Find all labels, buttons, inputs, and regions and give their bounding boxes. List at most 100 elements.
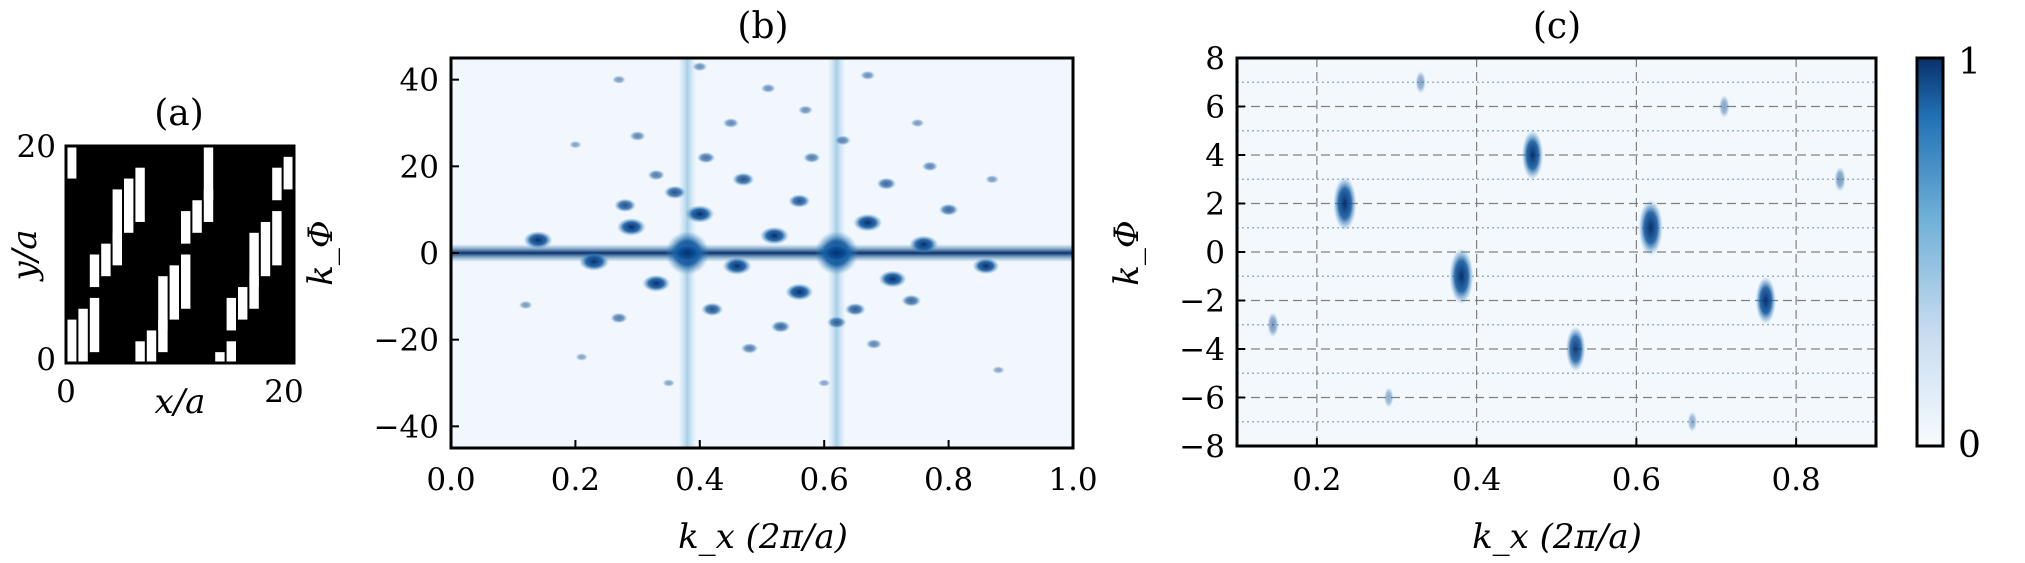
peak-point: [921, 161, 938, 172]
peak-point: [878, 270, 907, 288]
peak-point: [985, 175, 999, 184]
stripe-cell: [226, 341, 236, 363]
panel-a-frame: [64, 144, 296, 365]
peak-point: [647, 169, 665, 181]
peak-point: [664, 185, 686, 200]
stripe-cell: [101, 243, 111, 277]
peak-point: [740, 343, 759, 354]
y-tick-label: 40: [400, 63, 439, 99]
stripe-cell: [169, 265, 179, 320]
stripe-cell: [238, 287, 248, 320]
colorbar: 1 0: [1915, 42, 1981, 466]
panel-b-title: (b): [737, 6, 788, 47]
peak-point: [821, 243, 853, 263]
stripe-cell: [124, 178, 134, 233]
peak-point: [992, 366, 1005, 374]
stripe-cell: [181, 254, 191, 309]
peak-point: [1755, 276, 1776, 325]
colorbar-gradient: [1915, 56, 1945, 448]
x-tick-label: 0.2: [551, 462, 600, 498]
peak-point: [938, 203, 959, 216]
peak-point: [1449, 248, 1474, 305]
panel-b: (b) 0.0 0.2 0.4 0.6 0.8 1.0 −40 −20 0 20 40 k_x (2…: [301, 6, 1098, 557]
y-tick-label: −8: [1179, 429, 1225, 465]
peak-point: [770, 320, 791, 333]
stripe-cell: [283, 156, 293, 190]
peak-point: [610, 312, 628, 324]
stripe-cell: [146, 330, 157, 363]
panel-c-xlabel: k_x (2π/a): [1472, 517, 1642, 557]
stripe-cell: [181, 211, 191, 244]
x-tick-label: 0.8: [1771, 462, 1820, 498]
stripe-cell: [226, 297, 236, 331]
peak-point: [642, 274, 671, 292]
stripe-cell: [135, 167, 145, 222]
x-tick-label: 0.4: [1452, 462, 1501, 498]
peak-point: [1718, 95, 1730, 118]
panel-c-background: [1237, 58, 1876, 446]
peak-point: [817, 379, 831, 387]
peak-point: [685, 205, 715, 223]
y-tick-label: −4: [1179, 332, 1225, 368]
peak-point: [1415, 70, 1426, 94]
y-tick-label: 0: [1205, 235, 1225, 271]
y-tick-label: 6: [1205, 90, 1225, 126]
peak-point: [722, 118, 739, 128]
stripe-cell: [78, 308, 88, 363]
y-tick-label: 4: [1205, 138, 1225, 174]
y-tick-label: −40: [374, 409, 439, 445]
peak-point: [876, 177, 897, 190]
stripe-cell: [112, 232, 122, 266]
panel-c-title: (c): [1533, 6, 1581, 47]
peak-point: [1521, 130, 1544, 180]
y-tick-label: 8: [1205, 41, 1225, 77]
colorbar-min-label: 0: [1958, 425, 1981, 466]
y-tick-label: 20: [400, 149, 439, 185]
peak-point: [785, 283, 814, 301]
stripe-cell: [112, 189, 122, 244]
x-tick-label: 0.8: [924, 462, 973, 498]
peak-point: [1638, 199, 1663, 256]
stripe-cell: [67, 319, 77, 363]
panel-a-title: (a): [154, 93, 204, 134]
x-tick-label: 0.2: [1292, 462, 1341, 498]
panel-b-ylabel: k_Φ: [301, 220, 341, 285]
stripe-cell: [215, 352, 225, 363]
peak-point: [523, 231, 553, 249]
x-tick-label: 0.6: [1612, 462, 1661, 498]
peak-point: [972, 257, 1000, 275]
peak-point: [910, 118, 925, 128]
peak-point: [834, 135, 851, 146]
peak-point: [579, 252, 610, 271]
peak-point: [1267, 312, 1279, 338]
peak-point: [662, 379, 675, 387]
peak-point: [518, 300, 533, 310]
stripe-cell: [249, 232, 259, 288]
peak-point: [569, 140, 582, 149]
peak-point: [788, 194, 811, 208]
panel-a: (a) 20 0 0 20 x/a y/a: [5, 93, 304, 422]
colorbar-max-label: 1: [1958, 42, 1981, 83]
stripe-cell: [158, 319, 168, 353]
y-tick-label: −20: [374, 323, 439, 359]
panel-a-ylabel: y/a: [5, 230, 45, 283]
panel-c: (c) 0.2 0.4 0.6 0.8 −8 −6 −4 −2 0 2 4 6 8 k_x (2π/a)…: [1107, 6, 1878, 557]
panel-a-xtick-right: 20: [264, 374, 303, 410]
stripe-cell: [203, 189, 214, 222]
y-tick-label: −6: [1179, 381, 1225, 417]
stripe-cell: [192, 200, 202, 233]
panel-c-ticks: 0.2 0.4 0.6 0.8 −8 −6 −4 −2 0 2 4 6 8: [1179, 41, 1820, 498]
stripe-cell: [203, 146, 214, 201]
x-tick-label: 1.0: [1048, 462, 1097, 498]
peak-point: [844, 302, 866, 316]
peak-point: [696, 152, 716, 164]
peak-point: [575, 353, 588, 361]
panel-a-xlabel: x/a: [155, 382, 206, 422]
panel-b-xlabel: k_x (2π/a): [678, 517, 848, 557]
peak-point: [860, 70, 876, 80]
peak-point: [692, 62, 708, 72]
stripe-background: [66, 146, 294, 363]
peak-point: [614, 198, 637, 213]
peak-point: [901, 294, 922, 307]
